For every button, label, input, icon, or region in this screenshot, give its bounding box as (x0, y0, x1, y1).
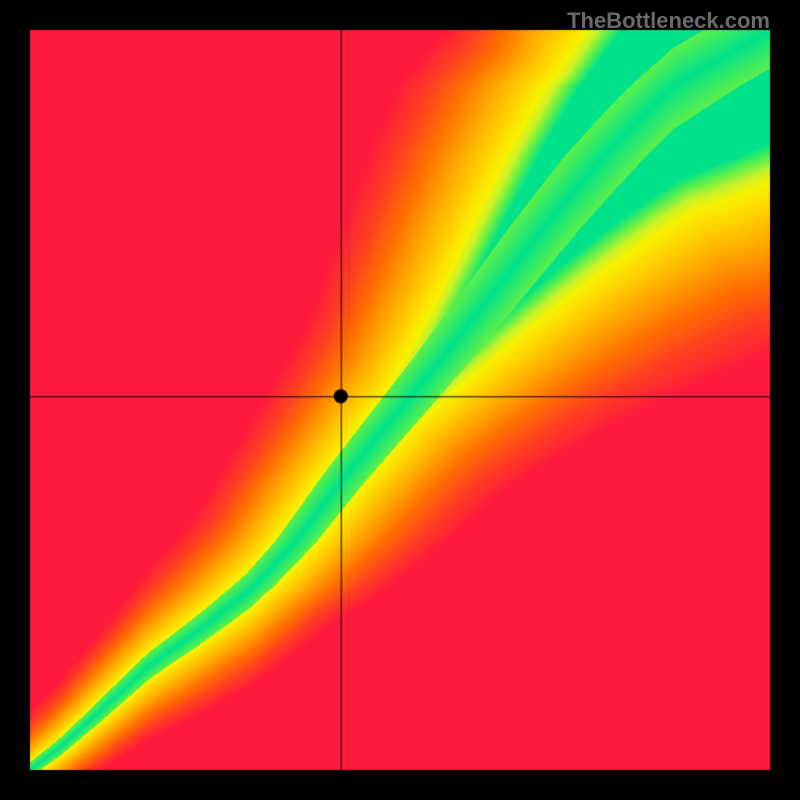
watermark-text: TheBottleneck.com (567, 8, 770, 34)
bottleneck-heatmap (0, 0, 800, 800)
